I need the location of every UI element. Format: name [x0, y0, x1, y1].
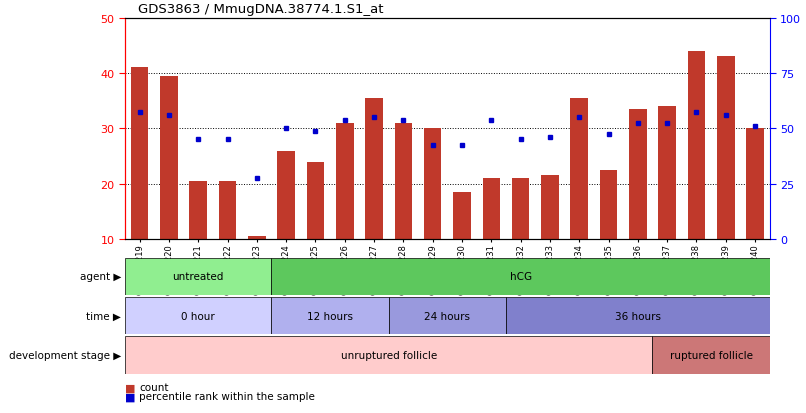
Text: 36 hours: 36 hours	[615, 311, 661, 321]
Bar	[248, 237, 266, 240]
Text: GDS3863 / MmugDNA.38774.1.S1_at: GDS3863 / MmugDNA.38774.1.S1_at	[138, 3, 384, 16]
Bar	[688, 52, 705, 240]
Bar	[506, 297, 770, 335]
Bar	[541, 176, 559, 240]
Text: untreated: untreated	[172, 272, 224, 282]
Bar	[512, 179, 530, 240]
Text: count: count	[139, 382, 169, 392]
Bar	[571, 99, 588, 240]
Bar	[717, 57, 734, 240]
Bar	[306, 162, 324, 240]
Bar	[746, 129, 764, 240]
Text: ■: ■	[125, 392, 135, 401]
Bar	[131, 68, 148, 240]
Text: ruptured follicle: ruptured follicle	[670, 350, 753, 360]
Bar	[336, 123, 354, 240]
Bar	[659, 107, 676, 240]
Bar	[388, 297, 506, 335]
Bar	[277, 151, 295, 240]
Bar	[365, 99, 383, 240]
Text: unruptured follicle: unruptured follicle	[341, 350, 437, 360]
Bar	[125, 297, 272, 335]
Bar	[395, 123, 412, 240]
Bar	[629, 110, 646, 240]
Bar	[189, 182, 207, 240]
Text: development stage ▶: development stage ▶	[9, 350, 121, 360]
Bar	[218, 182, 236, 240]
Text: 24 hours: 24 hours	[424, 311, 471, 321]
Bar	[453, 192, 471, 240]
Bar	[424, 129, 442, 240]
Text: percentile rank within the sample: percentile rank within the sample	[139, 392, 315, 401]
Bar	[160, 76, 177, 240]
Text: time ▶: time ▶	[86, 311, 121, 321]
Bar	[600, 171, 617, 240]
Bar	[653, 337, 770, 374]
Bar	[272, 297, 388, 335]
Text: agent ▶: agent ▶	[80, 272, 121, 282]
Bar	[483, 179, 500, 240]
Bar	[125, 337, 653, 374]
Text: 12 hours: 12 hours	[307, 311, 353, 321]
Bar	[272, 258, 770, 295]
Text: 0 hour: 0 hour	[181, 311, 215, 321]
Text: hCG: hCG	[509, 272, 532, 282]
Bar	[125, 258, 272, 295]
Text: ■: ■	[125, 382, 135, 392]
